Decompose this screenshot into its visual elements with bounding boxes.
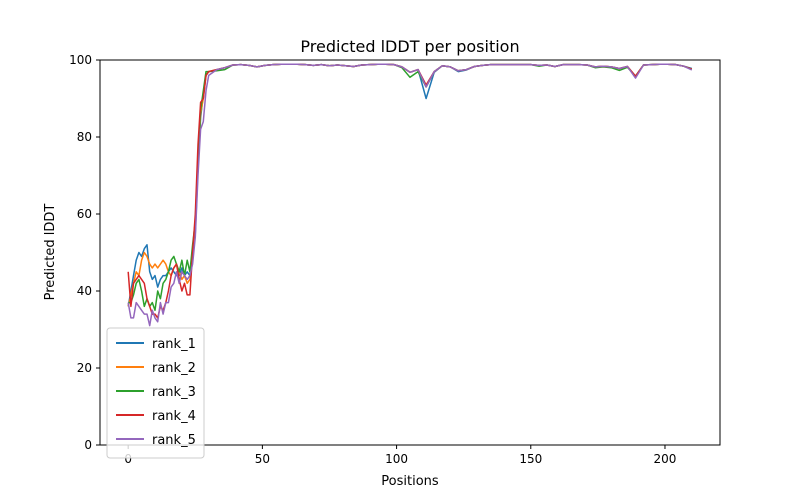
- y-tick-label: 0: [84, 438, 92, 452]
- x-axis-label: Positions: [381, 474, 439, 489]
- legend-label: rank_4: [152, 409, 196, 424]
- y-tick-label: 20: [77, 361, 92, 375]
- x-tick-label: 0: [124, 452, 132, 466]
- series-line-rank_5: [127, 63, 693, 327]
- y-tick-label: 100: [69, 53, 92, 67]
- legend-label: rank_1: [152, 337, 196, 352]
- y-tick-label: 60: [77, 207, 92, 221]
- plot-frame: [99, 59, 721, 446]
- legend-label: rank_2: [152, 361, 196, 376]
- x-tick-label: 200: [654, 452, 677, 466]
- legend-label: rank_5: [152, 433, 196, 448]
- legend-label: rank_3: [152, 385, 196, 400]
- x-tick-label: 100: [385, 452, 408, 466]
- y-tick-label: 80: [77, 130, 92, 144]
- chart-title: Predicted lDDT per position: [300, 37, 519, 56]
- y-tick-label: 40: [77, 284, 92, 298]
- x-tick-label: 150: [519, 452, 542, 466]
- x-tick-label: 50: [255, 452, 270, 466]
- legend-box: [106, 327, 205, 459]
- legend: rank_1 rank_2 rank_3 rank_4 rank_5: [106, 327, 205, 459]
- y-axis-label: Predicted lDDT: [43, 204, 58, 301]
